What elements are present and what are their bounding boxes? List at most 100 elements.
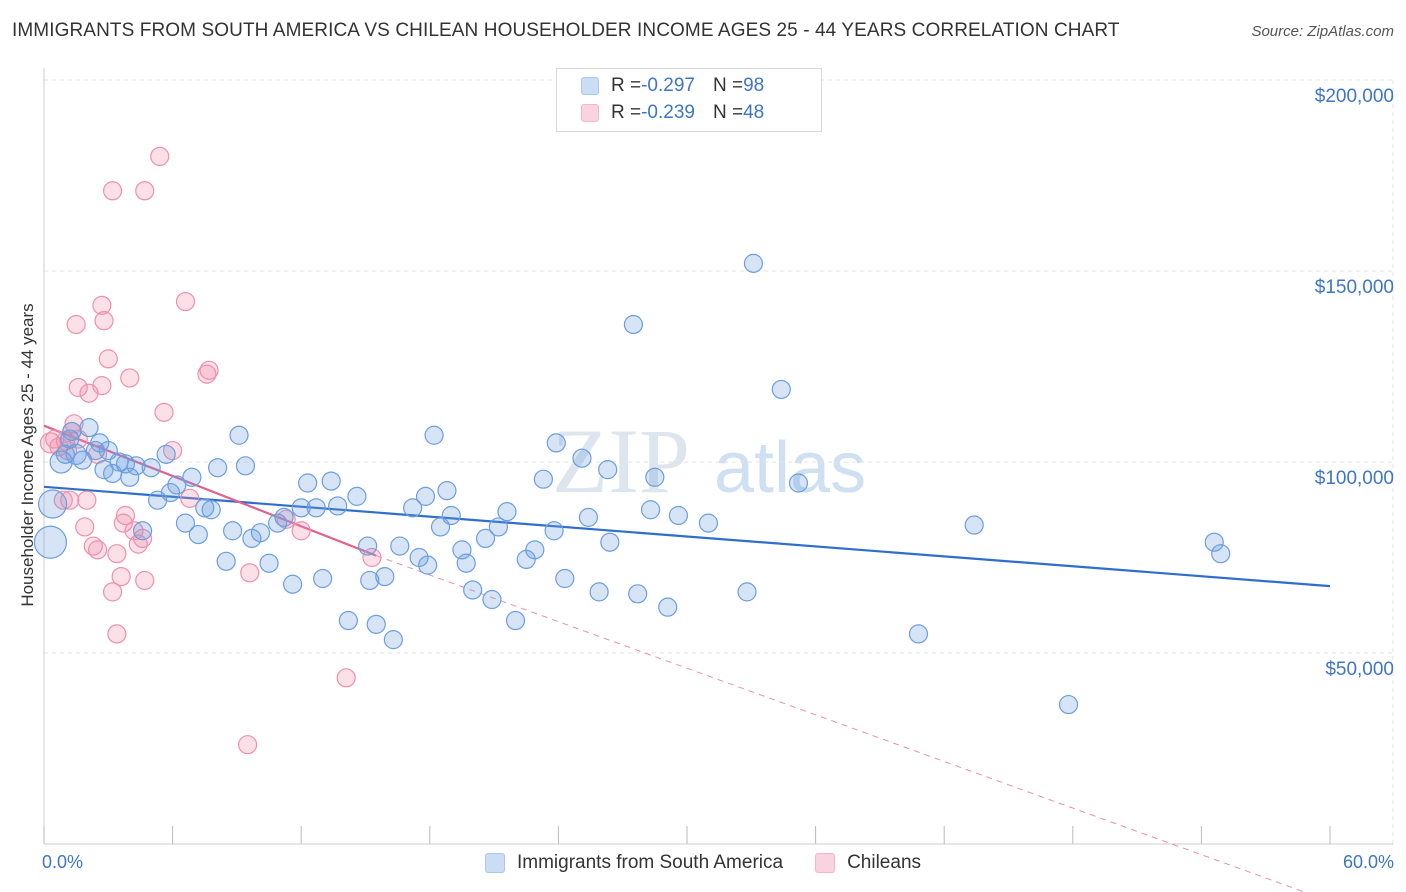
point-south-america bbox=[182, 467, 202, 487]
point-south-america bbox=[390, 536, 410, 556]
n-label: N = bbox=[712, 75, 744, 96]
point-south-america bbox=[456, 553, 476, 573]
point-south-america bbox=[437, 481, 457, 501]
r-value: -0.297 bbox=[641, 75, 695, 96]
point-chilean bbox=[120, 368, 140, 388]
point-south-america bbox=[360, 570, 380, 591]
point-south-america bbox=[366, 614, 386, 634]
legend-label: Chileans bbox=[847, 852, 922, 873]
point-chilean bbox=[175, 291, 196, 312]
point-chilean bbox=[53, 490, 73, 510]
y-tick-label: $150,000 bbox=[1314, 277, 1394, 298]
chart-title: IMMIGRANTS FROM SOUTH AMERICA VS CHILEAN… bbox=[12, 20, 1120, 41]
point-chilean bbox=[150, 146, 170, 166]
series-swatch bbox=[581, 104, 599, 122]
point-chilean bbox=[180, 488, 200, 508]
stats-row-chileans: R = -0.239 N = 48 bbox=[581, 100, 764, 126]
legend-swatch bbox=[815, 853, 836, 873]
point-south-america bbox=[55, 444, 76, 464]
point-south-america bbox=[33, 525, 68, 559]
point-south-america bbox=[544, 521, 564, 541]
point-south-america bbox=[283, 574, 303, 594]
point-south-america bbox=[546, 433, 566, 453]
legend-label: Immigrants from South America bbox=[516, 852, 784, 873]
point-chilean bbox=[238, 735, 258, 755]
point-south-america bbox=[175, 513, 196, 533]
x-tick-label: 60.0% bbox=[1342, 852, 1394, 872]
point-south-america bbox=[132, 521, 153, 541]
point-south-america bbox=[37, 489, 68, 519]
point-south-america bbox=[208, 458, 228, 478]
point-south-america bbox=[188, 524, 208, 545]
point-south-america bbox=[321, 471, 341, 491]
point-chilean bbox=[60, 490, 80, 510]
point-south-america bbox=[201, 500, 221, 520]
point-south-america bbox=[572, 448, 592, 468]
watermark: ZIP atlas bbox=[552, 410, 866, 512]
point-south-america bbox=[533, 469, 553, 489]
point-south-america bbox=[475, 528, 496, 549]
point-south-america bbox=[298, 473, 318, 493]
point-south-america bbox=[737, 582, 757, 602]
point-south-america bbox=[79, 418, 99, 438]
point-south-america bbox=[964, 515, 984, 535]
point-chilean bbox=[66, 314, 86, 335]
point-south-america bbox=[120, 467, 140, 487]
point-chilean bbox=[102, 181, 123, 201]
point-south-america bbox=[306, 498, 326, 518]
point-south-america bbox=[313, 568, 333, 589]
point-south-america bbox=[505, 610, 526, 631]
point-chilean bbox=[92, 295, 112, 315]
point-south-america bbox=[497, 502, 517, 522]
point-south-america bbox=[383, 630, 403, 650]
point-chilean bbox=[135, 181, 155, 201]
point-chilean bbox=[132, 528, 153, 549]
point-south-america bbox=[259, 553, 279, 573]
trend-line bbox=[43, 485, 1331, 588]
n-value: 48 bbox=[743, 102, 765, 123]
y-tick-label: $200,000 bbox=[1314, 86, 1394, 107]
point-south-america bbox=[223, 521, 243, 541]
point-chilean bbox=[102, 582, 123, 602]
point-south-america bbox=[167, 475, 187, 495]
legend: Immigrants from South America Chileans bbox=[0, 852, 1406, 874]
y-tick-label: $50,000 bbox=[1325, 659, 1394, 680]
point-south-america bbox=[141, 458, 161, 478]
point-south-america bbox=[1211, 544, 1231, 564]
axes bbox=[43, 68, 1393, 845]
point-south-america bbox=[291, 498, 311, 518]
point-south-america bbox=[72, 450, 93, 470]
point-south-america bbox=[628, 584, 648, 604]
point-south-america bbox=[463, 580, 483, 600]
x-tick-label: 0.0% bbox=[42, 852, 84, 872]
point-south-america bbox=[274, 507, 294, 527]
point-chilean bbox=[111, 566, 131, 587]
point-south-america bbox=[229, 425, 249, 445]
r-label: R = bbox=[611, 75, 642, 96]
point-chilean bbox=[94, 311, 114, 331]
r-label: R = bbox=[611, 102, 642, 123]
point-chilean bbox=[115, 505, 136, 526]
point-south-america bbox=[578, 507, 599, 527]
point-south-america bbox=[347, 486, 367, 506]
point-south-america bbox=[441, 505, 461, 526]
legend-item-south-america: Immigrants from South America bbox=[484, 852, 784, 874]
point-chilean bbox=[113, 513, 133, 533]
series-swatch bbox=[581, 77, 599, 95]
point-south-america bbox=[126, 456, 146, 476]
point-chilean bbox=[92, 376, 112, 396]
data-points bbox=[33, 146, 1231, 755]
point-chilean bbox=[240, 563, 260, 583]
point-south-america bbox=[328, 496, 348, 516]
stats-box: R = -0.297 N = 98 R = -0.239 N = 48 bbox=[556, 68, 822, 132]
point-south-america bbox=[743, 253, 764, 273]
point-south-america bbox=[908, 624, 929, 644]
point-south-america bbox=[375, 566, 395, 587]
point-chilean bbox=[107, 544, 127, 564]
point-chilean bbox=[107, 624, 127, 644]
point-south-america bbox=[698, 513, 719, 533]
point-chilean bbox=[77, 490, 97, 510]
point-south-america bbox=[358, 536, 378, 556]
r-value: -0.239 bbox=[641, 102, 695, 123]
point-south-america bbox=[424, 425, 444, 445]
